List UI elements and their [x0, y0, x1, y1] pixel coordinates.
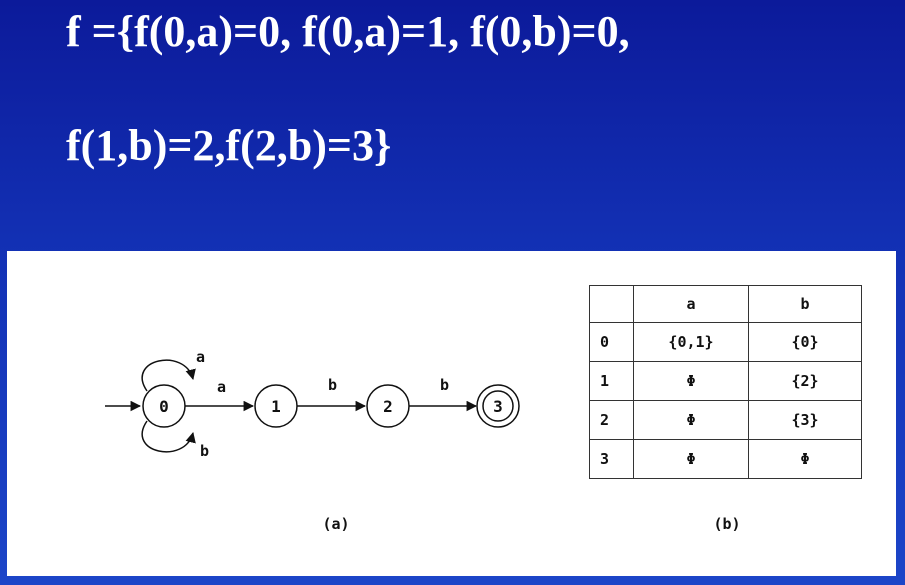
state-1	[254, 384, 298, 428]
table-cell-b: {0}	[748, 322, 862, 362]
table-cell-a: Φ	[633, 400, 749, 440]
function-definition-line-2: f(1,b)=2,f(2,b)=3}	[66, 121, 392, 170]
table-row: 3 Φ Φ	[589, 439, 862, 479]
edge-label-loop-a: a	[196, 348, 205, 366]
table-cell-state: 1	[589, 361, 634, 401]
table-cell-b: {2}	[748, 361, 862, 401]
table-row: 2 Φ {3}	[589, 400, 862, 440]
caption-b: (b)	[713, 515, 740, 533]
figure-panel: 0 1 2 3 a b a b b (a) (b) a b 0 {0,1} {0…	[7, 251, 896, 576]
nfa-state-diagram: 0 1 2 3 a b a b b (a) (b)	[105, 348, 741, 533]
caption-a: (a)	[322, 515, 349, 533]
function-definition-line-1: f ={f(0,a)=0, f(0,a)=1, f(0,b)=0,	[66, 7, 630, 56]
edge-label-loop-b: b	[200, 442, 209, 460]
table-header-row: a b	[589, 285, 862, 323]
state-3-inner	[482, 390, 514, 422]
edge-label-1-2: b	[328, 376, 337, 394]
table-row: 1 Φ {2}	[589, 361, 862, 401]
edge-label-2-3: b	[440, 376, 449, 394]
self-loop-b	[141, 420, 196, 453]
transition-table: a b 0 {0,1} {0} 1 Φ {2} 2 Φ {3} 3 Φ Φ	[589, 285, 862, 479]
table-header-a: a	[633, 285, 749, 323]
table-cell-a: Φ	[633, 361, 749, 401]
table-header-corner	[589, 285, 634, 323]
state-0	[142, 384, 186, 428]
edge-label-0-1: a	[217, 378, 226, 396]
table-row: 0 {0,1} {0}	[589, 322, 862, 362]
table-cell-b: Φ	[748, 439, 862, 479]
self-loop-a	[141, 359, 196, 392]
state-2	[366, 384, 410, 428]
table-cell-b: {3}	[748, 400, 862, 440]
table-cell-a: {0,1}	[633, 322, 749, 362]
table-cell-state: 3	[589, 439, 634, 479]
state-label-3: 3	[493, 397, 503, 416]
state-label-2: 2	[383, 397, 393, 416]
table-cell-state: 2	[589, 400, 634, 440]
state-label-1: 1	[271, 397, 281, 416]
table-cell-a: Φ	[633, 439, 749, 479]
table-header-b: b	[748, 285, 862, 323]
state-label-0: 0	[159, 397, 169, 416]
table-cell-state: 0	[589, 322, 634, 362]
